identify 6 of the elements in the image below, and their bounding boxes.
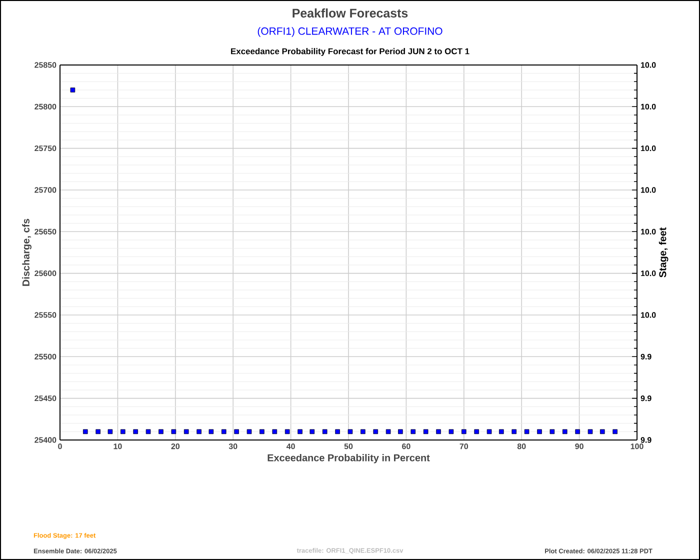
chart-title: Peakflow Forecasts [292, 8, 408, 18]
chart-subtitle: (ORFI1) CLEARWATER - AT OROFINO [258, 27, 442, 37]
x-axis-title: Exceedance Probability in Percent [268, 454, 430, 464]
y-axis-title: Discharge, cfs [22, 218, 32, 286]
text: Exceedance Probability Forecast for Period JUN 2 to OCT 1 [231, 48, 470, 56]
y2-axis-title: Stage, feet [658, 227, 668, 278]
